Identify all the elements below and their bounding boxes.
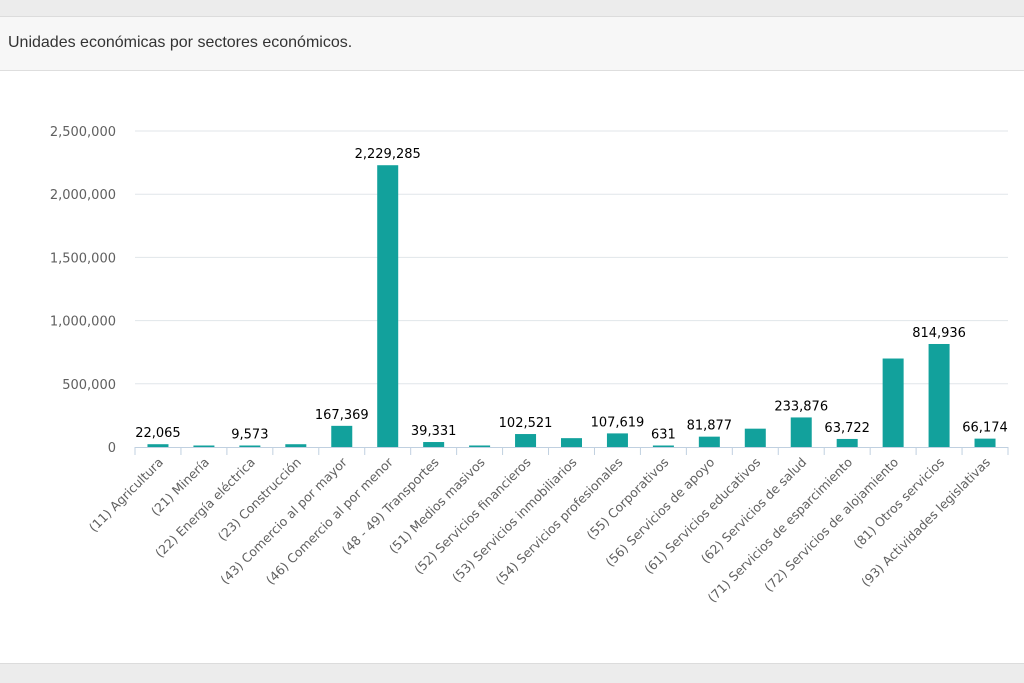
x-tick-label: (23) Construcción: [215, 455, 304, 544]
data-label: 22,065: [135, 426, 181, 441]
y-tick-label: 0: [108, 441, 116, 456]
y-tick-label: 2,000,000: [50, 188, 116, 203]
panel-header: Unidades económicas por sectores económi…: [0, 17, 1024, 71]
panel-title: Unidades económicas por sectores económi…: [8, 34, 353, 51]
bar: [928, 343, 950, 447]
bottom-strip: [0, 663, 1024, 683]
bar: [377, 165, 399, 447]
bar: [606, 433, 628, 447]
bar: [423, 442, 445, 447]
y-tick-label: 2,500,000: [50, 125, 116, 140]
bar: [515, 434, 537, 447]
bar: [790, 417, 812, 447]
data-label: 66,174: [962, 421, 1008, 436]
data-label: 631: [651, 428, 676, 443]
bar: [836, 438, 858, 447]
bar: [469, 445, 491, 447]
data-label: 81,877: [687, 419, 733, 434]
bar: [561, 438, 582, 447]
bar: [285, 444, 307, 447]
bar: [239, 445, 261, 447]
bar: [331, 425, 353, 447]
data-label: 63,722: [824, 421, 870, 436]
data-label: 39,331: [411, 424, 457, 439]
bar: [882, 358, 904, 447]
x-tick-label: (55) Corporativos: [584, 455, 672, 543]
data-label: 2,229,285: [355, 147, 421, 162]
bar: [652, 445, 674, 447]
data-label: 102,521: [499, 416, 553, 431]
x-tick-label: (81) Otros servicios: [850, 455, 947, 552]
data-label: 9,573: [231, 428, 268, 443]
bar: [147, 444, 169, 447]
data-label: 814,936: [912, 326, 966, 341]
bar: [698, 436, 720, 447]
data-label: 107,619: [591, 415, 645, 430]
bar: [193, 445, 215, 447]
y-tick-label: 1,000,000: [50, 315, 116, 330]
y-tick-label: 500,000: [62, 378, 116, 393]
y-tick-label: 1,500,000: [50, 251, 116, 266]
bar: [744, 428, 766, 447]
x-tick-label: (11) Agricultura: [86, 455, 166, 535]
bar: [974, 438, 996, 447]
top-strip: [0, 0, 1024, 17]
data-label: 233,876: [774, 399, 828, 414]
data-label: 167,369: [315, 408, 369, 423]
chart-panel: Unidades económicas por sectores económi…: [0, 17, 1024, 663]
